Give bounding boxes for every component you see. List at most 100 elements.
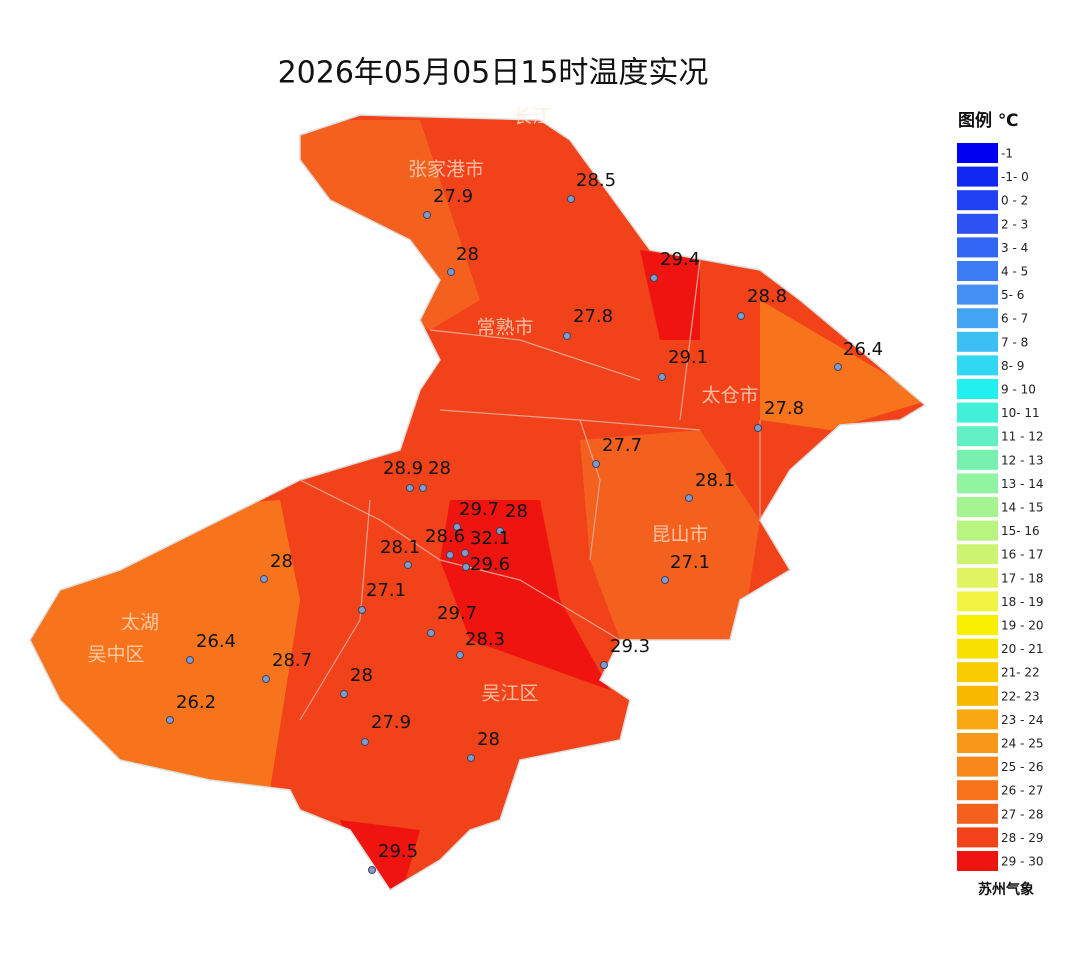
station-dot (650, 274, 658, 282)
legend-label: 6 - 7 (1001, 312, 1028, 326)
legend-label: 4 - 5 (1001, 265, 1028, 279)
station-dot (467, 754, 475, 762)
legend-label: 25 - 26 (1001, 760, 1044, 774)
legend-swatch (957, 733, 998, 753)
legend-label: -1- 0 (1001, 170, 1029, 184)
station-value: 27.9 (433, 186, 473, 207)
place-label: 吴江区 (481, 683, 538, 705)
station-value: 26.4 (843, 339, 883, 360)
legend-swatch (957, 520, 998, 541)
station-value: 28.3 (465, 629, 505, 650)
legend-swatch (957, 662, 998, 683)
station-dot (661, 576, 669, 584)
legend-label: 28 - 29 (1001, 831, 1044, 845)
station-dot (685, 494, 693, 502)
station-value: 28.9 (383, 458, 423, 479)
legend-label: 26 - 27 (1001, 784, 1044, 798)
station-dot (447, 268, 455, 276)
legend-label: 22- 23 (1001, 689, 1040, 703)
legend-label: 27 - 28 (1001, 807, 1044, 821)
legend-label: 0 - 2 (1001, 194, 1028, 208)
station-dot (406, 484, 414, 492)
station-dot (600, 661, 608, 669)
legend-swatch (957, 497, 998, 517)
legend-swatch (957, 567, 998, 588)
station-dot (754, 424, 762, 432)
legend-swatch (957, 379, 998, 399)
legend-swatch (957, 213, 998, 234)
station-dot (834, 363, 842, 371)
legend-swatch (957, 638, 998, 659)
legend-label: 12 - 13 (1001, 453, 1044, 467)
legend-swatch (957, 166, 998, 187)
station-value: 29.6 (470, 554, 510, 575)
station-value: 26.2 (176, 692, 216, 713)
legend-title: 图例 ℃ (958, 110, 1019, 131)
station-dot (423, 211, 431, 219)
legend-swatch (957, 449, 998, 470)
legend-swatch (957, 780, 998, 801)
legend-label: 5- 6 (1001, 288, 1024, 302)
legend-swatch (957, 473, 998, 494)
station-value: 28.1 (380, 537, 420, 558)
legend-swatch (957, 591, 998, 612)
station-dot (461, 549, 469, 557)
place-label: 昆山市 (651, 524, 708, 546)
station-dot (737, 312, 745, 320)
legend-swatch (957, 827, 998, 848)
station-dot (658, 373, 666, 381)
station-value: 27.9 (371, 712, 411, 733)
station-value: 28 (456, 244, 479, 265)
place-label: 太仓市 (701, 385, 758, 407)
station-value: 27.1 (670, 552, 710, 573)
station-dot (462, 563, 470, 571)
station-value: 32.1 (470, 528, 510, 549)
station-value: 26.4 (196, 631, 236, 652)
legend-label: 19 - 20 (1001, 619, 1044, 633)
source: 苏州气象 (978, 881, 1034, 898)
legend-label: 16 - 17 (1001, 548, 1044, 562)
legend-swatch (957, 544, 998, 565)
legend-swatch (957, 237, 998, 258)
station-dot (427, 629, 435, 637)
station-dot (166, 716, 174, 724)
station-dot (361, 738, 369, 746)
legend-label: 2 - 3 (1001, 217, 1028, 231)
place-label: 长江 (513, 106, 551, 128)
station-value: 28 (428, 458, 451, 479)
station-dot (563, 332, 571, 340)
station-value: 29.7 (437, 603, 477, 624)
legend-swatch (957, 143, 998, 163)
legend-swatch (957, 402, 998, 423)
district-borders (299, 259, 761, 721)
station-dot (368, 866, 376, 874)
legend-swatch (957, 685, 998, 706)
legend-label: -1 (1001, 147, 1013, 161)
legend-swatch (957, 284, 998, 305)
station-dot (496, 527, 504, 535)
station-value: 28 (270, 551, 293, 572)
legend-swatch (957, 851, 998, 871)
legend-label: 21- 22 (1001, 666, 1040, 680)
legend-swatch (957, 355, 998, 376)
legend-label: 17 - 18 (1001, 571, 1044, 585)
station-value: 28.7 (272, 650, 312, 671)
station-dot (262, 675, 270, 683)
legend-label: 18 - 19 (1001, 595, 1044, 609)
station-value: 28.8 (747, 286, 787, 307)
station-dot (567, 195, 575, 203)
legend-label: 9 - 10 (1001, 383, 1036, 397)
legend-label: 7 - 8 (1001, 335, 1028, 349)
layer: -1 -1- 0 0 - 2 2 - 3 3 - 4 4 - 5 5- 6 6 - 7 7 - … (87, 106, 1044, 874)
legend-label: 11 - 12 (1001, 430, 1044, 444)
station-value: 29.5 (378, 841, 418, 862)
station-dot (340, 690, 348, 698)
station-value: 27.7 (602, 435, 642, 456)
legend-label: 13 - 14 (1001, 477, 1044, 491)
legend-label: 29 - 30 (1001, 855, 1044, 869)
station-dot (456, 651, 464, 659)
station-dot (446, 551, 454, 559)
station-dot (404, 561, 412, 569)
station-value: 29.7 (459, 499, 499, 520)
